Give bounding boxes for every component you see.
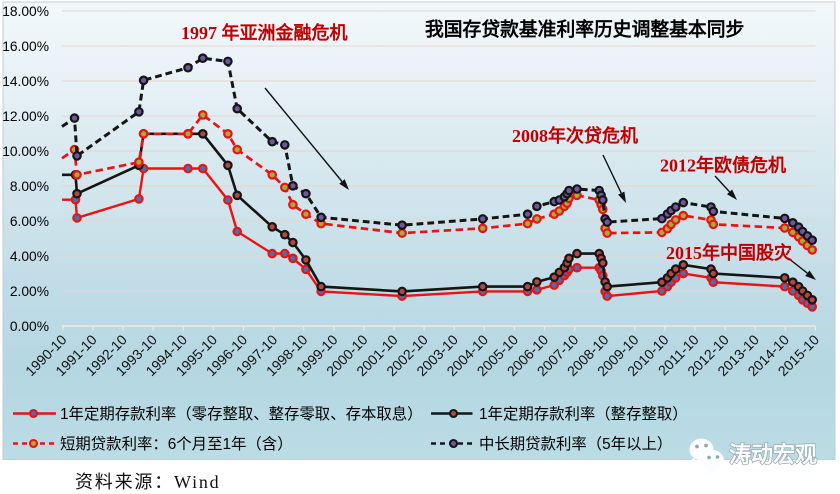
svg-text:10.00%: 10.00% xyxy=(2,144,49,159)
svg-text:2008年次贷危机: 2008年次贷危机 xyxy=(512,125,638,146)
svg-text:2.00%: 2.00% xyxy=(10,284,49,299)
svg-text:14.00%: 14.00% xyxy=(2,74,49,89)
svg-text:中长期贷款利率（5年以上）: 中长期贷款利率（5年以上） xyxy=(479,435,672,453)
svg-text:2012年欧债危机: 2012年欧债危机 xyxy=(660,155,786,176)
svg-text:8.00%: 8.00% xyxy=(10,179,49,194)
svg-text:4.00%: 4.00% xyxy=(10,249,49,264)
svg-text:资料来源：Wind: 资料来源：Wind xyxy=(75,472,220,492)
svg-text:涛动宏观: 涛动宏观 xyxy=(729,442,817,467)
svg-text:1年定期存款利率（整存整取）: 1年定期存款利率（整存整取） xyxy=(479,405,688,423)
svg-text:短期贷款利率：6个月至1年（含）: 短期贷款利率：6个月至1年（含） xyxy=(60,435,293,453)
svg-text:我国存贷款基准利率历史调整基本同步: 我国存贷款基准利率历史调整基本同步 xyxy=(425,18,744,41)
svg-text:1997 年亚洲金融危机: 1997 年亚洲金融危机 xyxy=(181,22,348,43)
svg-text:1年定期存款利率（零存整取、整存零取、存本取息）: 1年定期存款利率（零存整取、整存零取、存本取息） xyxy=(60,405,423,423)
svg-text:12.00%: 12.00% xyxy=(2,109,49,124)
svg-text:18.00%: 18.00% xyxy=(2,4,49,19)
svg-text:6.00%: 6.00% xyxy=(10,214,49,229)
svg-text:16.00%: 16.00% xyxy=(2,39,49,54)
svg-text:0.00%: 0.00% xyxy=(10,319,49,334)
svg-text:2015年中国股灾: 2015年中国股灾 xyxy=(666,242,792,263)
